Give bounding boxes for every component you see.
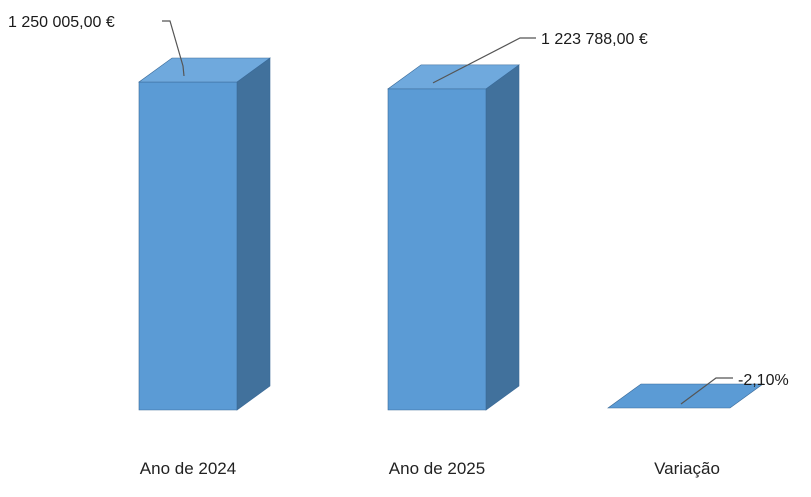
data-label-ano-2024: 1 250 005,00 € <box>8 14 115 31</box>
data-label-variacao: -2,10% <box>738 372 789 389</box>
bar-front-ano-2024 <box>138 81 238 411</box>
bars-group <box>138 57 764 411</box>
bar-side-ano-2025 <box>485 64 520 411</box>
bar-top-ano-2025 <box>387 64 520 90</box>
bar-side-ano-2024 <box>236 57 271 411</box>
category-label-ano-2024: Ano de 2024 <box>140 459 236 478</box>
data-label-ano-2025: 1 223 788,00 € <box>541 31 648 48</box>
bar-front-ano-2025 <box>387 88 487 411</box>
leader-lines-group <box>162 20 733 405</box>
leader-line-variacao <box>680 377 733 405</box>
leader-line-ano-2024 <box>162 20 185 77</box>
leader-line-ano-2025 <box>432 37 536 84</box>
bar-top-ano-2024 <box>138 57 271 83</box>
category-label-ano-2025: Ano de 2025 <box>389 459 485 478</box>
bar-flat-variacao <box>607 383 764 409</box>
category-label-variacao: Variação <box>654 459 720 478</box>
